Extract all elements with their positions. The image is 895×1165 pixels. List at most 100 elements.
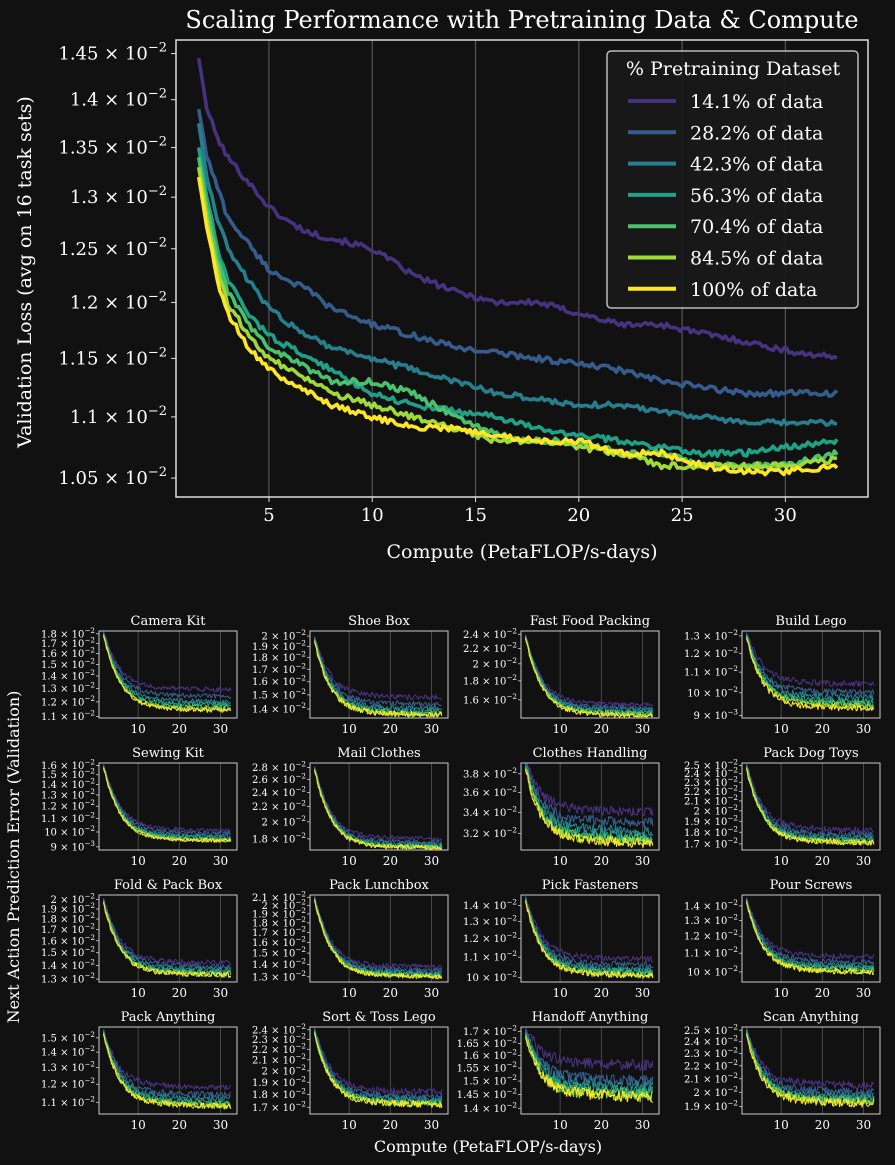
main-y-tick-label: 1.2 × 10−2	[70, 289, 167, 313]
subplot-x-tick-label: 20	[594, 854, 609, 868]
subplot-y-tick-label: 1.3 × 10−2	[684, 628, 738, 643]
subplot-y-tick-label: 1.8 × 10−2	[252, 650, 306, 665]
subplot-y-tick-label: 2.1 × 10−2	[684, 1071, 738, 1086]
subplot-x-tick-label: 20	[594, 1118, 609, 1132]
subplot-x-tick-label: 10	[773, 722, 788, 736]
subplot-series-line	[313, 636, 442, 701]
subplot-y-tick-label: 1.6 × 10−2	[41, 758, 95, 773]
subplot-y-tick-label: 1.8 × 10−2	[252, 831, 306, 846]
subplot-y-tick-label: 2 × 10−2	[694, 1084, 738, 1099]
subplot-series-line	[313, 766, 443, 845]
subplot: Build Lego 10 20 30 1.3 × 10−2 1.2 × 10−2 1.1 …	[684, 614, 881, 736]
subplot-x-tick-label: 10	[773, 854, 788, 868]
subplot-frame	[309, 630, 449, 719]
subplot-y-tick-label: 1.7 × 10−2	[684, 836, 738, 851]
subplot-y-tick-label: 1.8 × 10−2	[463, 673, 517, 688]
subplot-series-line	[745, 897, 875, 960]
subplot-series-line	[313, 637, 443, 708]
subplot-y-tick-label: 1.5 × 10−2	[41, 767, 95, 782]
subplot-frame	[520, 894, 660, 983]
subplot-series-line	[102, 635, 232, 713]
subplot-y-tick-label: 2 × 10−2	[262, 1063, 306, 1078]
subplot-x-tick-label: 30	[213, 854, 228, 868]
subplot-y-tick-label: 1.1 × 10−2	[684, 664, 738, 679]
subplot-series-line	[102, 633, 232, 707]
subplot-series-line	[745, 632, 875, 687]
subplot-x-tick-label: 20	[383, 722, 398, 736]
subplot-title: Pick Fasteners	[542, 878, 639, 893]
subplot-x-tick-label: 10	[130, 722, 145, 736]
subplot-frame	[520, 630, 660, 719]
subplot-series-line	[313, 768, 443, 850]
subplot-x-tick-label: 10	[130, 986, 145, 1000]
main-y-tick-label: 1.35 × 10−2	[58, 134, 167, 158]
subplot: Pour Screws 10 20 30 1.4 × 10−21.3 × 10−21.2…	[684, 878, 881, 1000]
subplot-x-tick-label: 20	[172, 986, 187, 1000]
subplot-x-tick-label: 30	[635, 722, 650, 736]
subplot-frame	[741, 630, 881, 719]
subplot-title: Sewing Kit	[132, 746, 205, 761]
subplot-y-tick-label: 1.2 × 10−2	[684, 645, 738, 660]
subplot-y-tick-label: 10 × 10−2	[687, 964, 738, 979]
subplot-x-tick-label: 10	[130, 1118, 145, 1132]
subplot-x-tick-label: 10	[552, 722, 567, 736]
series-line-1	[196, 57, 838, 361]
subplot-series-line	[313, 770, 442, 851]
subplot-y-tick-label: 2 × 10−2	[262, 814, 306, 829]
main-y-tick-label: 1.1 × 10−2	[70, 404, 167, 428]
subplot-y-tick-label: 1.7 × 10−2	[252, 924, 306, 939]
subplot-series-line	[524, 1027, 654, 1072]
subplot-series-line	[745, 768, 875, 846]
subplot-x-tick-label: 10	[130, 854, 145, 868]
legend-label: 28.2% of data	[690, 122, 823, 144]
subplot-y-tick-label: 1.6 × 10−2	[252, 674, 306, 689]
subplot-x-tick-label: 20	[815, 854, 830, 868]
subplot-series-line	[745, 1034, 875, 1108]
subplot-y-tick-label: 1.8 × 10−2	[41, 911, 95, 926]
subplot-series-line	[313, 895, 443, 970]
subplot-series-line	[313, 641, 443, 718]
subplot-series-line	[524, 897, 654, 973]
subplot-y-tick-label: 2.2 × 10−2	[252, 1041, 306, 1056]
subplot-series-line	[313, 640, 443, 718]
subplot-series-line	[524, 895, 654, 963]
subplot-series-line	[745, 1028, 875, 1096]
subplot-y-tick-label: 1.4 × 10−2	[684, 898, 738, 913]
subplot-title: Pack Lunchbox	[329, 878, 429, 893]
subplot-x-tick-label: 20	[815, 722, 830, 736]
subplot-y-tick-label: 2.4 × 10−2	[252, 784, 306, 799]
subplot-title: Fast Food Packing	[530, 614, 650, 629]
main-y-tick-label: 1.25 × 10−2	[58, 236, 167, 260]
subplot-y-tick-label: 1.65 × 10−2	[457, 1035, 517, 1050]
subplot-y-tick-label: 1.9 × 10−2	[684, 1099, 738, 1114]
subplot: Shoe Box 10 20 30 2 × 10−21.9 × 10−21.8 × 10…	[252, 614, 449, 736]
subplot-x-tick-label: 30	[424, 722, 439, 736]
subplot-frame	[309, 1026, 449, 1115]
subplot-x-tick-label: 30	[424, 1118, 439, 1132]
subplot-title: Pack Anything	[121, 1010, 216, 1025]
subplot-series-line	[102, 1028, 232, 1091]
main-y-tick-label: 1.15 × 10−2	[58, 345, 167, 369]
subplot-series-line	[524, 901, 654, 979]
legend-label: 100% of data	[690, 279, 817, 301]
subplot-title: Clothes Handling	[533, 746, 648, 761]
subplot-y-tick-label: 2.3 × 10−2	[252, 1031, 306, 1046]
subplot-y-tick-label: 1.45 × 10−2	[457, 1086, 517, 1101]
subplot-y-tick-label: 1.1 × 10−2	[684, 945, 738, 960]
series-line-7	[196, 176, 839, 477]
subplot-title: Pour Screws	[770, 878, 853, 893]
subplot-y-tick-label: 1.6 × 10−2	[252, 934, 306, 949]
subplot-x-tick-label: 10	[773, 1118, 788, 1132]
legend-label: 70.4% of data	[690, 216, 823, 238]
subplot-series-line	[102, 765, 232, 839]
subplot-y-tick-label: 2.2 × 10−2	[684, 1058, 738, 1073]
subplot-x-tick-label: 30	[635, 854, 650, 868]
subplot-frame	[98, 1026, 238, 1115]
subplot-x-tick-label: 30	[213, 986, 228, 1000]
subplot-y-tick-label: 2.5 × 10−2	[684, 1022, 738, 1037]
subplot-x-tick-label: 30	[635, 986, 650, 1000]
subplot-y-tick-label: 2 × 10−2	[51, 892, 95, 907]
